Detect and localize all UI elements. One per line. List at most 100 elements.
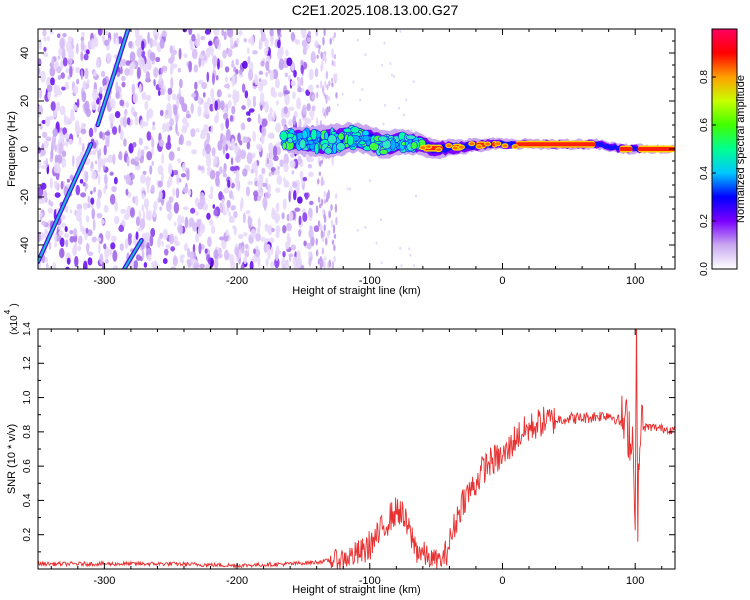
noise-speck — [240, 263, 245, 269]
noise-speck — [369, 179, 372, 183]
noise-speck — [95, 58, 100, 68]
noise-speck — [241, 105, 246, 110]
noise-speck — [315, 249, 319, 257]
noise-speck — [165, 109, 169, 115]
noise-speck — [269, 69, 275, 81]
signal-blob — [369, 142, 380, 152]
signal-blob — [299, 138, 307, 150]
noise-speck — [134, 115, 139, 126]
noise-speck — [141, 40, 145, 51]
noise-speck — [400, 264, 403, 268]
noise-speck — [227, 179, 231, 188]
noise-speck — [151, 125, 156, 131]
noise-speck — [392, 75, 395, 79]
noise-speck — [320, 51, 323, 59]
noise-speck — [323, 190, 326, 198]
signal-blob — [324, 147, 333, 155]
noise-speck — [247, 216, 253, 225]
noise-speck — [51, 138, 56, 151]
noise-speck — [314, 67, 319, 78]
noise-speck — [277, 91, 283, 98]
noise-speck — [325, 70, 329, 80]
noise-speck — [57, 55, 61, 60]
noise-speck — [169, 233, 175, 245]
noise-speck — [334, 203, 338, 213]
noise-speck — [306, 37, 312, 43]
noise-speck — [316, 44, 319, 49]
noise-speck — [199, 263, 206, 269]
noise-speck — [138, 137, 143, 146]
noise-speck — [228, 215, 234, 223]
noise-speck — [316, 84, 319, 89]
noise-speck — [382, 122, 385, 126]
noise-speck — [195, 232, 200, 243]
noise-speck — [76, 78, 80, 85]
noise-speck — [91, 236, 97, 243]
noise-speck — [129, 51, 136, 63]
noise-speck — [152, 121, 156, 126]
noise-speck — [318, 44, 321, 50]
noise-speck — [292, 91, 296, 100]
noise-speck — [58, 47, 63, 56]
noise-speck — [99, 253, 104, 265]
noise-speck — [121, 81, 126, 88]
noise-speck — [319, 203, 322, 209]
x-tick-label: 100 — [626, 575, 644, 587]
noise-speck — [134, 37, 141, 48]
noise-speck — [274, 169, 281, 176]
noise-speck — [212, 55, 218, 67]
noise-speck — [336, 103, 339, 107]
noise-speck — [293, 189, 297, 201]
noise-speck — [189, 251, 195, 260]
noise-speck — [206, 71, 210, 83]
noise-speck — [261, 167, 266, 175]
x-tick-label: -300 — [93, 275, 115, 287]
noise-speck — [205, 143, 211, 155]
noise-speck — [103, 173, 108, 185]
noise-speck — [293, 69, 297, 78]
noise-speck — [42, 190, 48, 198]
noise-speck — [409, 253, 412, 257]
noise-speck — [62, 32, 67, 38]
noise-speck — [209, 169, 216, 180]
noise-speck — [286, 232, 290, 243]
noise-speck — [90, 161, 94, 169]
noise-speck — [74, 255, 79, 268]
noise-speck — [63, 113, 67, 122]
noise-speck — [157, 180, 163, 188]
noise-speck — [223, 187, 230, 194]
noise-speck — [230, 157, 234, 166]
noise-speck — [333, 244, 336, 252]
noise-speck — [309, 200, 314, 206]
noise-speck — [96, 212, 103, 219]
noise-speck — [110, 242, 116, 250]
noise-speck — [92, 219, 96, 231]
noise-speck — [224, 83, 230, 89]
noise-speck — [246, 141, 251, 150]
y-scale-label: (x10 — [9, 315, 20, 335]
noise-speck — [125, 101, 130, 108]
noise-speck — [80, 192, 87, 198]
noise-speck — [45, 136, 52, 142]
noise-speck — [256, 227, 261, 234]
noise-speck — [196, 218, 200, 228]
noise-speck — [72, 228, 78, 237]
noise-speck — [87, 257, 93, 266]
noise-speck — [291, 170, 295, 175]
noise-speck — [296, 256, 302, 268]
noise-speck — [225, 128, 231, 141]
noise-speck — [294, 39, 300, 45]
noise-speck — [286, 57, 293, 67]
signal-blob — [378, 135, 388, 142]
noise-speck — [335, 92, 338, 99]
noise-speck — [206, 156, 212, 168]
noise-speck — [335, 216, 338, 226]
noise-speck — [113, 176, 118, 185]
noise-speck — [252, 130, 256, 142]
noise-speck — [85, 215, 90, 223]
noise-speck — [240, 122, 246, 131]
noise-speck — [172, 255, 178, 267]
noise-speck — [146, 182, 150, 194]
noise-speck — [105, 136, 110, 148]
noise-speck — [180, 254, 185, 259]
